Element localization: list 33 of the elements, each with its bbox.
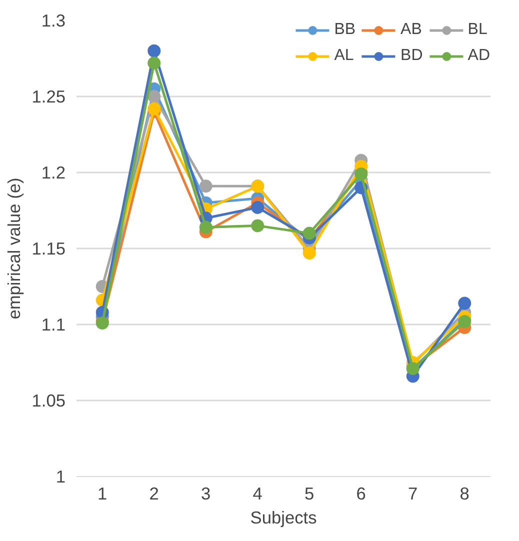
legend-label: BL bbox=[468, 21, 488, 39]
x-tick-label: 4 bbox=[252, 484, 263, 504]
x-tick-label: 5 bbox=[304, 484, 314, 504]
y-axis-title: empirical value (e) bbox=[4, 178, 24, 320]
point bbox=[302, 226, 316, 240]
x-tick-label: 8 bbox=[460, 484, 470, 504]
point bbox=[148, 56, 161, 70]
x-tick-label: 2 bbox=[149, 484, 159, 504]
point bbox=[199, 180, 212, 193]
legend-label: BB bbox=[334, 21, 356, 39]
y-tick-label: 1.2 bbox=[41, 162, 66, 182]
point bbox=[251, 219, 264, 232]
x-tick-label: 7 bbox=[408, 484, 418, 504]
point bbox=[251, 200, 264, 214]
legend-label: AD bbox=[468, 47, 490, 65]
point bbox=[458, 296, 472, 310]
y-tick-label: 1.1 bbox=[41, 314, 66, 334]
point bbox=[148, 44, 161, 58]
point bbox=[302, 246, 316, 260]
y-tick-label: 1.15 bbox=[32, 238, 66, 258]
y-tick-label: 1.3 bbox=[41, 10, 66, 30]
legend-label: AB bbox=[400, 21, 422, 39]
x-tick-label: 1 bbox=[98, 484, 108, 504]
x-tick-label: 3 bbox=[201, 484, 211, 504]
x-tick-label: 6 bbox=[356, 484, 366, 504]
point bbox=[148, 90, 161, 103]
y-tick-label: 1.25 bbox=[32, 86, 66, 106]
y-tick-label: 1.05 bbox=[32, 390, 66, 410]
legend-label: AL bbox=[334, 47, 354, 65]
y-tick-label: 1 bbox=[56, 466, 66, 486]
point bbox=[199, 220, 212, 234]
legend-label: BD bbox=[400, 47, 423, 65]
x-axis-title: Subjects bbox=[250, 508, 318, 528]
